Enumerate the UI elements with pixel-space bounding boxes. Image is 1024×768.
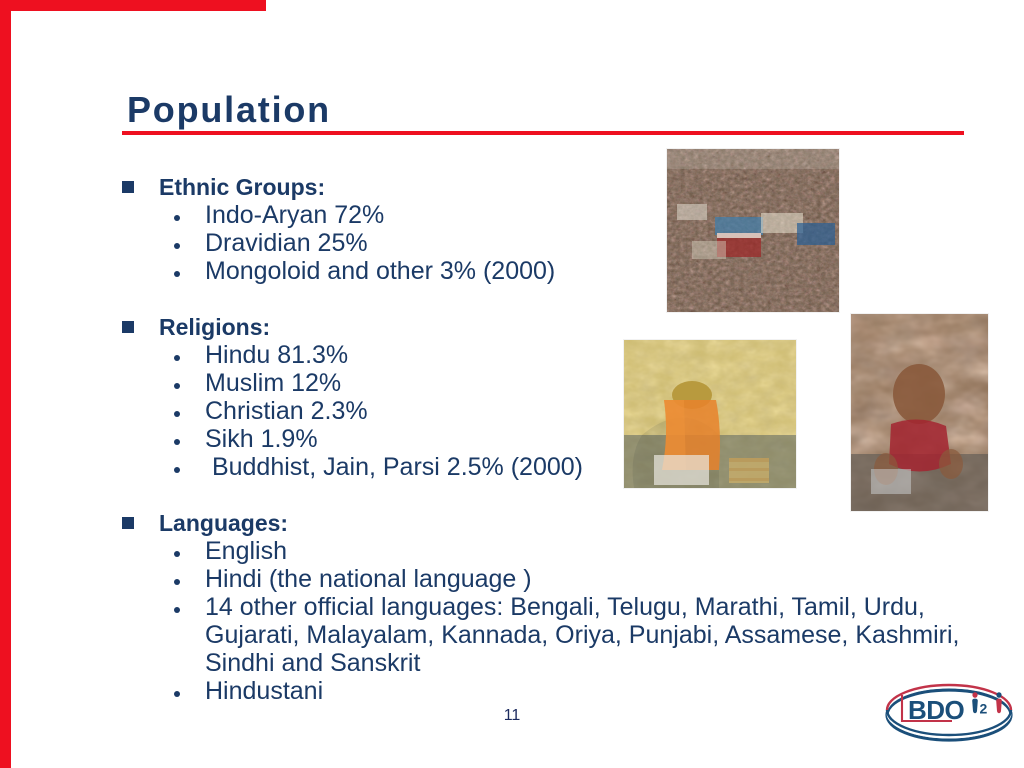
svg-text:2: 2 <box>980 701 988 717</box>
